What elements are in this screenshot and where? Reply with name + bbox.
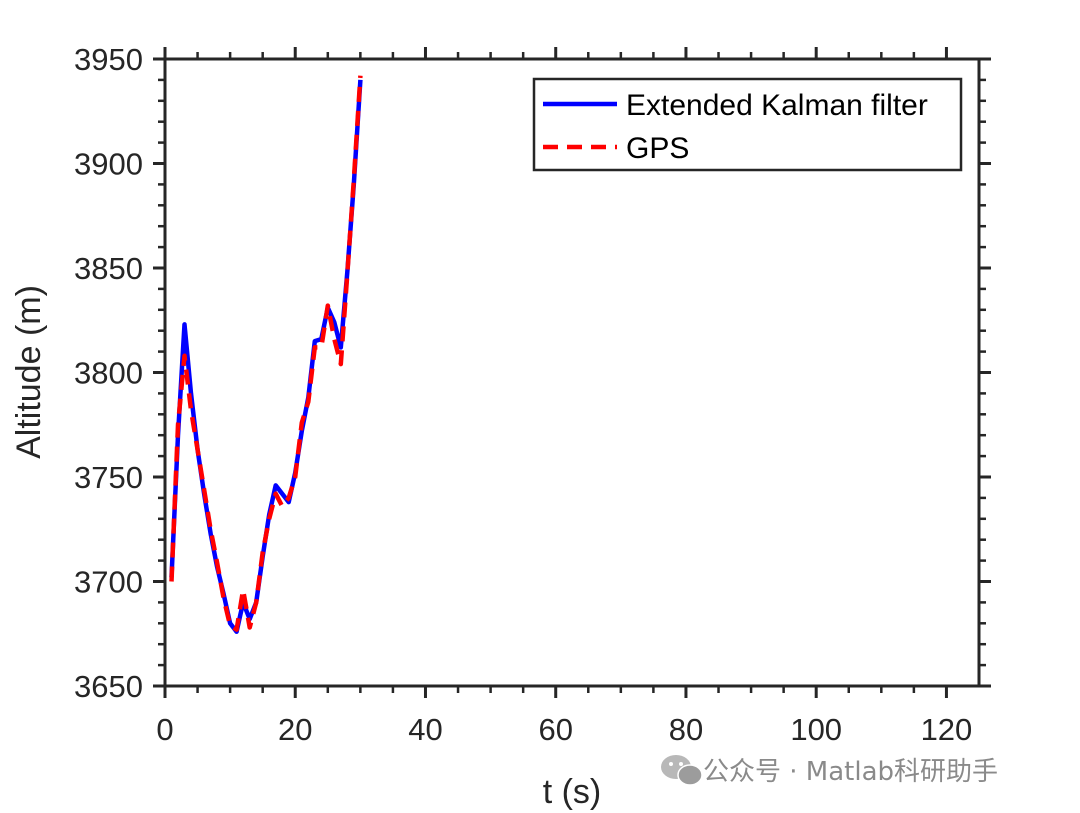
x-tick-label: 60 [538, 712, 572, 747]
x-axis-label: t (s) [543, 773, 602, 811]
x-tick-label: 100 [790, 712, 842, 747]
y-tick-label: 3950 [74, 42, 143, 77]
x-tick-label: 80 [669, 712, 703, 747]
legend-label-ekf: Extended Kalman filter [626, 89, 928, 122]
y-tick-label: 3700 [74, 565, 143, 600]
y-tick-label: 3650 [74, 669, 143, 704]
tick-labels-layer: 0 20 40 60 80 100 120 3650 3700 3750 3800 3850 3900 3… [74, 42, 972, 747]
legend-box [532, 77, 963, 172]
legend-label-gps: GPS [626, 132, 689, 165]
x-tick-label: 120 [921, 712, 973, 747]
y-tick-label: 3750 [74, 460, 143, 495]
y-tick-label: 3850 [74, 251, 143, 286]
series-layer [169, 75, 363, 634]
x-tick-label: 0 [156, 712, 173, 747]
watermark-text: 公众号 · Matlab科研助手 [703, 757, 998, 787]
x-tick-label: 20 [278, 712, 312, 747]
watermark: 公众号 · Matlab科研助手 [661, 755, 998, 787]
x-tick-label: 40 [408, 712, 442, 747]
series-line-gps [169, 75, 363, 632]
axes-frame [163, 57, 981, 688]
legend: Extended Kalman filter GPS [532, 77, 963, 172]
y-tick-label: 3900 [74, 147, 143, 182]
wechat-icon [661, 755, 703, 786]
y-axis-label: Altitude (m) [10, 285, 48, 459]
y-tick-label: 3800 [74, 356, 143, 391]
